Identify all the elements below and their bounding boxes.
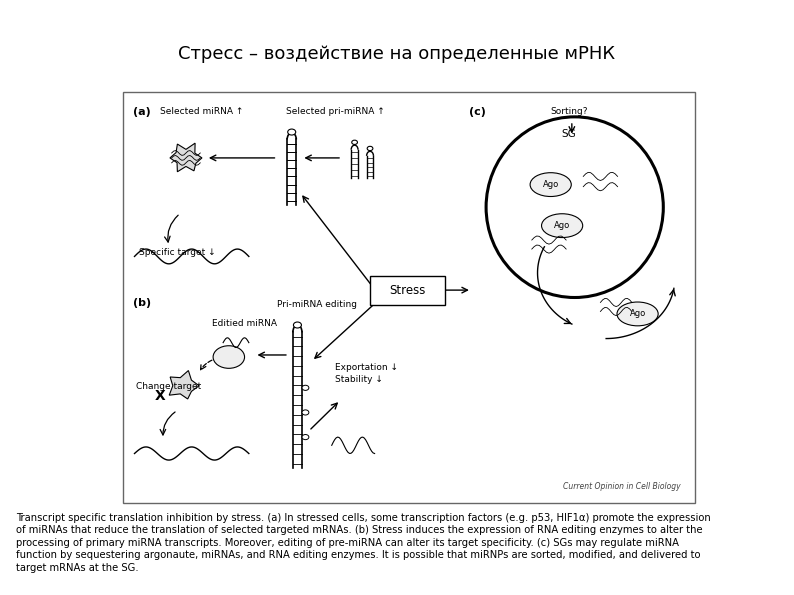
Circle shape	[302, 385, 309, 390]
Text: Стресс – воздействие на определенные мРНК: Стресс – воздействие на определенные мРН…	[179, 45, 615, 62]
Text: Pri-miRNA editing: Pri-miRNA editing	[277, 299, 357, 309]
FancyBboxPatch shape	[370, 276, 445, 305]
Text: Editied miRNA: Editied miRNA	[212, 319, 276, 328]
Text: Exportation ↓
Stability ↓: Exportation ↓ Stability ↓	[334, 363, 398, 384]
Text: processing of primary miRNA transcripts. Moreover, editing of pre-miRNA can alte: processing of primary miRNA transcripts.…	[16, 538, 679, 548]
Text: Change target: Change target	[136, 381, 201, 391]
FancyBboxPatch shape	[123, 92, 695, 503]
Ellipse shape	[213, 346, 245, 368]
Circle shape	[287, 129, 295, 135]
Ellipse shape	[486, 117, 663, 298]
Ellipse shape	[542, 214, 583, 237]
Circle shape	[367, 146, 373, 151]
Circle shape	[294, 322, 302, 328]
Circle shape	[352, 140, 357, 145]
Text: (b): (b)	[133, 298, 151, 308]
Text: Transcript specific translation inhibition by stress. (a) In stressed cells, som: Transcript specific translation inhibiti…	[16, 513, 711, 523]
Text: X: X	[155, 389, 166, 403]
Text: target mRNAs at the SG.: target mRNAs at the SG.	[16, 563, 138, 573]
Ellipse shape	[617, 302, 658, 326]
Text: Current Opinion in Cell Biology: Current Opinion in Cell Biology	[563, 483, 680, 491]
Text: Specific target ↓: Specific target ↓	[139, 248, 216, 257]
Text: Sorting?: Sorting?	[550, 107, 588, 115]
Text: Ago: Ago	[630, 309, 646, 318]
Text: Ago: Ago	[542, 180, 559, 189]
Text: Selected miRNA ↑: Selected miRNA ↑	[160, 107, 244, 115]
Text: of miRNAs that reduce the translation of selected targeted mRNAs. (b) Stress ind: of miRNAs that reduce the translation of…	[16, 525, 703, 536]
Ellipse shape	[530, 173, 571, 196]
Circle shape	[302, 434, 309, 440]
Text: SG: SG	[561, 129, 576, 139]
Text: (a): (a)	[133, 107, 151, 117]
Circle shape	[302, 410, 309, 415]
Text: Ago: Ago	[554, 221, 570, 230]
Text: function by sequestering argonaute, miRNAs, and RNA editing enzymes. It is possi: function by sequestering argonaute, miRN…	[16, 550, 700, 560]
Polygon shape	[169, 371, 199, 399]
Text: Selected pri-miRNA ↑: Selected pri-miRNA ↑	[286, 107, 385, 115]
Text: Stress: Stress	[389, 284, 426, 297]
Polygon shape	[170, 143, 202, 172]
Text: (c): (c)	[469, 107, 486, 117]
